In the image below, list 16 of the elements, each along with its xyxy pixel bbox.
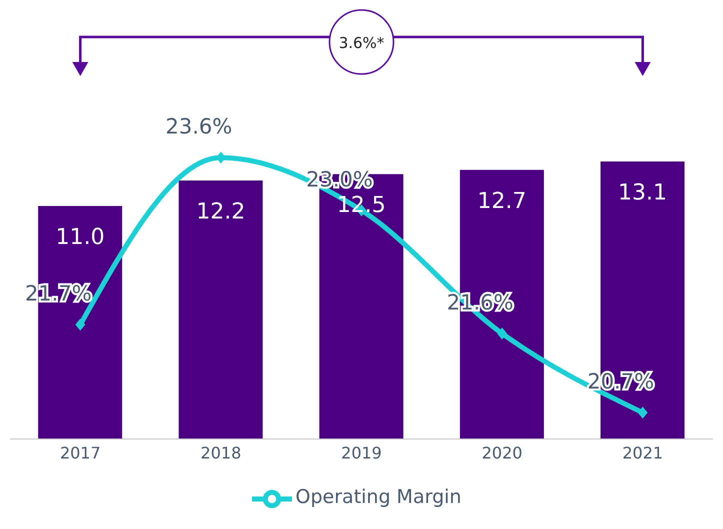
x-tick-label: 2019 — [341, 443, 382, 462]
data-label: 12.2 — [196, 200, 246, 225]
data-label: 12.7 — [477, 188, 526, 214]
point — [75, 318, 86, 331]
point — [497, 327, 508, 340]
point — [638, 406, 648, 419]
x-tick-label: 2020 — [482, 443, 522, 462]
bar — [178, 180, 263, 439]
text: 3.6%* — [338, 34, 385, 52]
data-label: 23.6% — [166, 114, 232, 139]
x-tick-label: 2018 — [200, 443, 242, 462]
data-label: 13.1 — [618, 180, 668, 206]
data-label: 11.0 — [56, 224, 105, 250]
legend-label: Operating Margin — [296, 486, 462, 508]
x-tick-label: 2017 — [60, 443, 101, 462]
x-tick-label: 2021 — [622, 443, 664, 462]
